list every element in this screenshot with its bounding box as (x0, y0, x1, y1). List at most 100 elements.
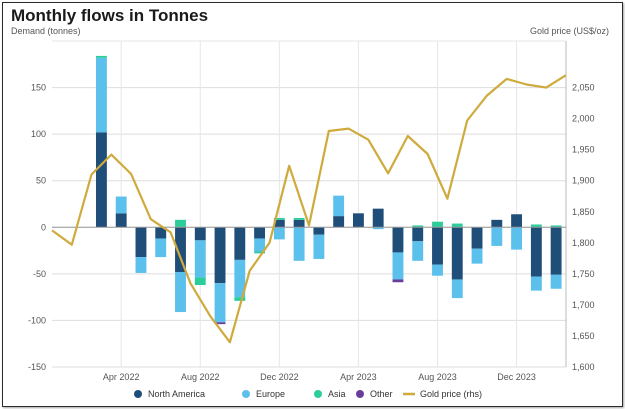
legend-label: Other (370, 389, 393, 399)
bar-europe (392, 252, 404, 280)
right-tick-label: 1,700 (572, 300, 595, 310)
chart-title: Monthly flows in Tonnes (11, 6, 209, 25)
bar-asia (194, 277, 206, 286)
bar-europe (313, 234, 325, 259)
legend-marker (242, 390, 250, 398)
x-tick-label: Apr 2022 (103, 372, 140, 382)
right-tick-label: 1,950 (572, 145, 595, 155)
bar-north-america (194, 227, 206, 241)
bar-europe (135, 257, 147, 273)
bar-europe (234, 259, 246, 298)
bar-north-america (352, 213, 364, 228)
legend-item: Gold price (rhs) (403, 389, 482, 399)
bar-europe (155, 238, 167, 258)
left-tick-label: 50 (36, 176, 46, 186)
bar-asia (95, 55, 107, 58)
bar-europe (214, 283, 226, 323)
x-tick-label: Dec 2022 (260, 372, 299, 382)
bar-north-america (530, 227, 542, 277)
bar-asia (273, 217, 285, 220)
bar-north-america (491, 219, 503, 228)
left-tick-label: -50 (33, 269, 46, 279)
bar-north-america (432, 227, 443, 265)
legend-item: North America (134, 389, 205, 399)
bar-north-america (471, 227, 483, 249)
bar-other (214, 322, 226, 325)
left-tick-label: 150 (31, 83, 46, 93)
bar-europe (491, 227, 503, 246)
gold-price-line (51, 74, 567, 344)
bar-north-america (511, 214, 523, 228)
legend-marker (314, 390, 322, 398)
bar-north-america (293, 219, 305, 228)
bar-europe (333, 195, 345, 217)
right-tick-label: 1,600 (572, 362, 595, 372)
bar-europe (432, 264, 443, 276)
legend-item: Asia (314, 389, 346, 399)
bar-europe (530, 276, 542, 291)
bar-europe (273, 227, 285, 240)
bar-north-america (333, 216, 345, 228)
bar-north-america (155, 227, 167, 239)
bar-asia (254, 251, 266, 254)
bar-north-america (550, 227, 562, 275)
bar-north-america (313, 227, 325, 235)
bar-europe (412, 241, 424, 261)
bar-north-america (273, 219, 285, 228)
bar-asia (234, 297, 246, 301)
bar-asia (550, 225, 562, 228)
bar-other (392, 279, 404, 283)
bar-asia (412, 225, 424, 228)
bar-asia (175, 219, 186, 228)
bar-north-america (392, 227, 404, 253)
bar-north-america (451, 227, 463, 280)
bar-europe (451, 279, 463, 299)
bar-europe (471, 248, 483, 264)
right-tick-label: 1,800 (572, 238, 595, 248)
legend-label: Europe (256, 389, 285, 399)
right-tick-label: 2,000 (572, 114, 595, 124)
legend-marker (356, 390, 364, 398)
x-tick-label: Apr 2023 (340, 372, 377, 382)
bar-europe (115, 196, 127, 214)
left-tick-label: 0 (41, 222, 46, 232)
bar-europe (194, 240, 206, 278)
bar-europe (254, 238, 266, 252)
right-axis-label: Gold price (US$/oz) (529, 26, 609, 36)
bar-europe (95, 57, 107, 133)
bar-north-america (95, 132, 107, 228)
bar-north-america (372, 208, 384, 228)
bar-europe (511, 227, 523, 250)
legend-marker (134, 390, 142, 398)
legend-label: Gold price (rhs) (420, 389, 482, 399)
bar-europe (550, 274, 562, 289)
bar-europe (175, 271, 186, 313)
bar-north-america (214, 227, 226, 284)
legend-label: North America (148, 389, 205, 399)
left-tick-label: 100 (31, 129, 46, 139)
bar-north-america (412, 227, 424, 242)
left-tick-label: -100 (28, 315, 46, 325)
x-tick-label: Aug 2022 (181, 372, 220, 382)
bar-europe (372, 227, 384, 230)
right-tick-label: 1,750 (572, 269, 595, 279)
right-tick-label: 1,650 (572, 331, 595, 341)
left-axis-label: Demand (tonnes) (11, 26, 81, 36)
bar-europe (293, 227, 305, 261)
bar-north-america (254, 227, 266, 239)
legend-item: Europe (242, 389, 285, 399)
bar-north-america (115, 213, 127, 228)
bar-north-america (234, 227, 246, 260)
legend-label: Asia (328, 389, 346, 399)
bar-north-america (135, 227, 147, 258)
right-tick-label: 1,900 (572, 176, 595, 186)
right-tick-label: 1,850 (572, 207, 595, 217)
x-tick-label: Aug 2023 (418, 372, 457, 382)
bar-north-america (175, 227, 186, 272)
legend-item: Other (356, 389, 393, 399)
bar-asia (432, 221, 443, 228)
x-tick-label: Dec 2023 (497, 372, 536, 382)
right-tick-label: 2,050 (572, 83, 595, 93)
bar-asia (530, 224, 542, 228)
